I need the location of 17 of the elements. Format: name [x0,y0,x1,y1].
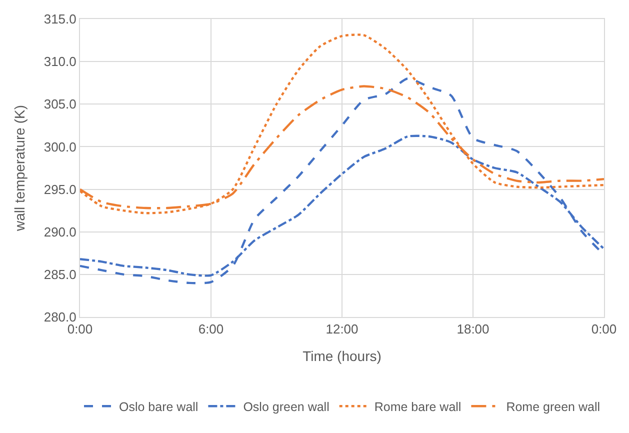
y-tick-label: 290.0 [44,224,76,240]
y-tick-label: 305.0 [44,96,76,112]
y-axis-title: wall temperature (K) [11,104,28,232]
y-tick-label: 310.0 [44,54,76,70]
x-tick-label: 18:00 [456,322,490,337]
y-tick-label: 295.0 [44,182,76,197]
y-tick-label: 315.0 [44,12,76,27]
x-tick-label: 12:00 [326,322,358,337]
y-tick-label: 285.0 [44,266,76,282]
legend-label: Oslo bare wall [119,400,198,414]
legend-label: Rome bare wall [374,400,462,414]
x-tick-label: 0:00 [591,322,617,337]
legend-label: Oslo green wall [243,400,330,414]
y-tick-label: 300.0 [44,139,76,154]
x-axis-title: Time (hours) [302,348,382,364]
legend-label: Rome green wall [506,400,600,414]
x-tick-label: 6:00 [198,322,224,337]
